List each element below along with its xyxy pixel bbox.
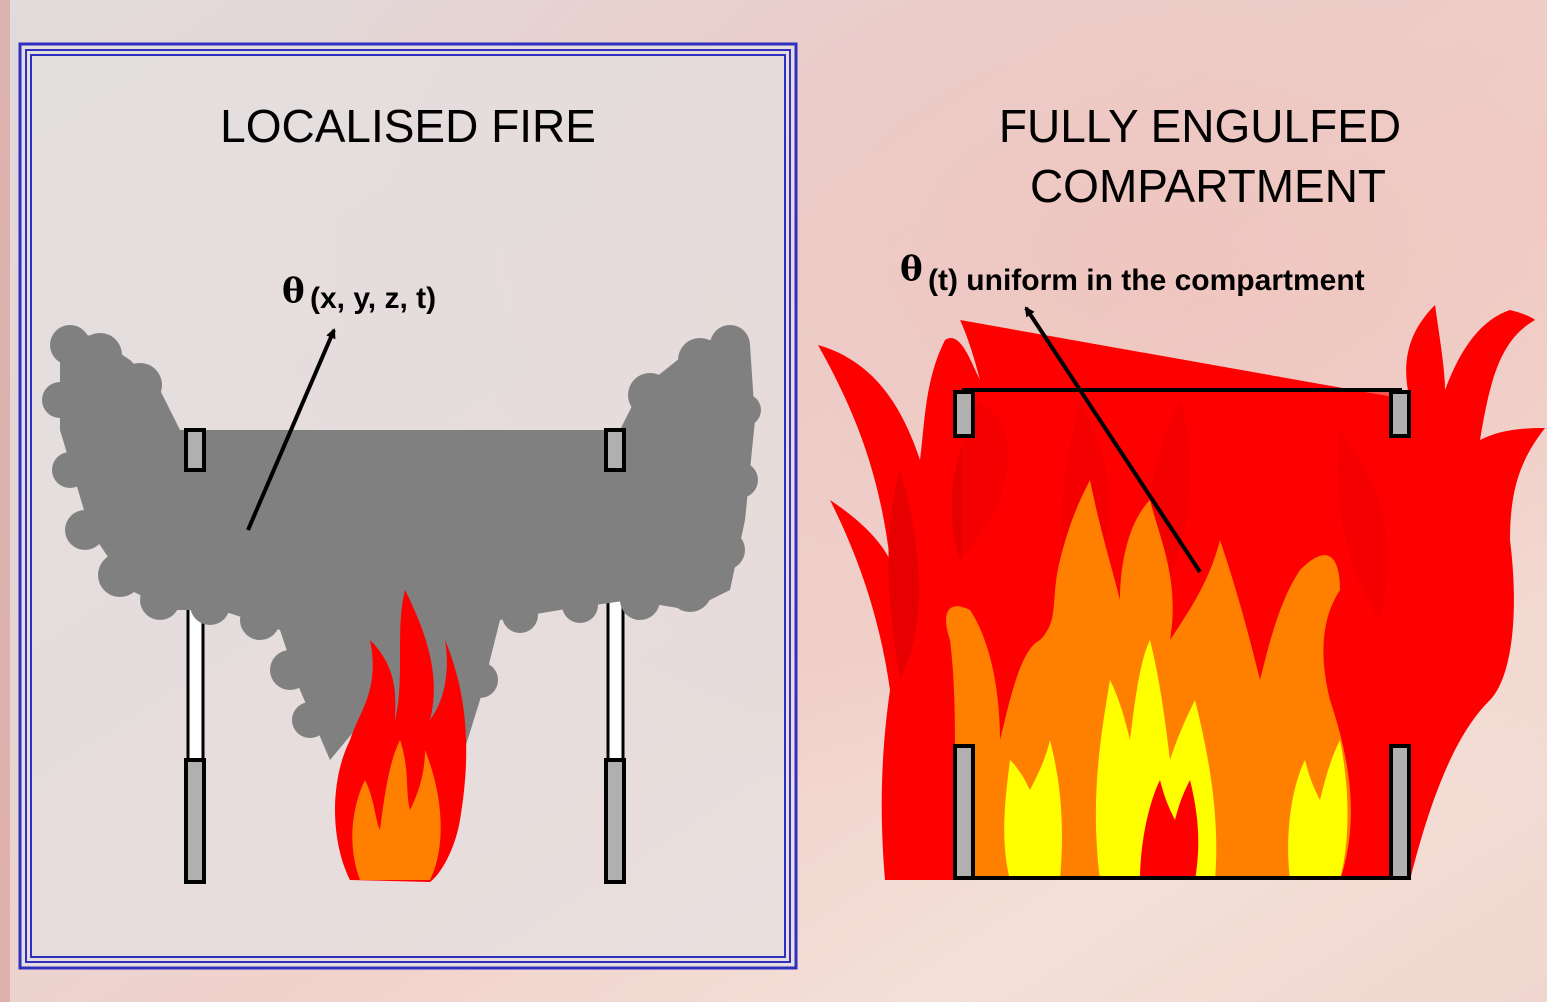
left-panel: LOCALISED FIRE θ (x, y, z, t) — [18, 42, 798, 970]
panel-border-inner — [30, 54, 786, 958]
annotation: (t) uniform in the compartment — [928, 264, 1365, 297]
wall — [184, 758, 206, 884]
wall — [186, 598, 205, 762]
panel-border-inner — [25, 49, 791, 963]
wall — [184, 428, 206, 472]
annotation: (x, y, z, t) — [310, 282, 436, 315]
localised-fire — [335, 590, 467, 882]
wall — [953, 390, 975, 438]
wall — [1389, 390, 1411, 438]
wall — [1389, 744, 1411, 880]
wall — [604, 758, 626, 884]
smoke — [42, 325, 761, 780]
wall — [606, 598, 625, 762]
right-panel: FULLY ENGULFED COMPARTMENT θ (t) uniform… — [818, 100, 1545, 880]
engulfed-fire — [818, 305, 1545, 880]
theta-symbol: θ — [900, 249, 923, 289]
wall — [604, 428, 626, 472]
panel-title: COMPARTMENT — [1030, 160, 1386, 212]
wall — [953, 744, 975, 880]
arrow — [1024, 306, 1202, 574]
theta-symbol: θ — [282, 271, 305, 311]
arrow — [246, 328, 336, 531]
left-edge — [0, 0, 10, 1002]
panel-title: LOCALISED FIRE — [220, 100, 596, 152]
panel-title: FULLY ENGULFED — [999, 100, 1401, 152]
